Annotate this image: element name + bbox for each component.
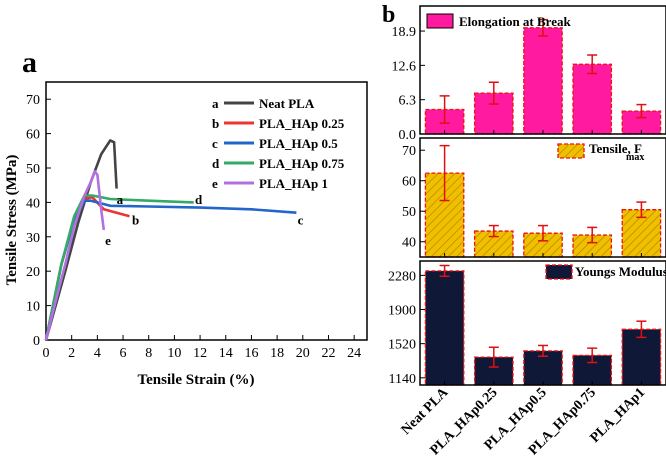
y-tick-label: 2280 [388, 269, 416, 284]
series-line-d [44, 194, 194, 341]
legend-letter-e: e [212, 176, 218, 191]
x-tick-label: 14 [219, 346, 233, 361]
y-tick-label: 40 [402, 236, 416, 251]
legend-swatch-tensile [557, 143, 585, 159]
panel-a-x-axis-title: Tensile Strain (%) [138, 372, 255, 388]
y-tick-label: 10 [26, 300, 40, 315]
panel-a-plot-frame [45, 81, 368, 341]
y-tick-label: 1140 [389, 372, 416, 387]
y-tick-label: 18.9 [392, 25, 417, 40]
panel-b-label: b [382, 2, 395, 28]
curve-label-e: e [105, 233, 111, 248]
x-tick-label: 22 [321, 346, 335, 361]
legend-label-tensile-subscript: max [626, 152, 644, 163]
x-tick-label: 8 [145, 346, 152, 361]
y-tick-label: 40 [26, 196, 40, 211]
legend-letter-c: c [212, 136, 218, 151]
y-tick-label: 20 [26, 265, 40, 280]
series-line-c [44, 199, 297, 341]
series-line-b [44, 195, 130, 341]
bar [424, 270, 465, 386]
y-tick-label: 30 [26, 231, 40, 246]
legend-swatch-modulus [545, 264, 573, 280]
panel-a-x-ticks: 0 2 4 6 8 10 12 14 16 18 20 22 24 [43, 335, 361, 361]
curve-label-a: a [117, 192, 124, 207]
panel-b-subplots: 0.0 6.3 12.6 18.9 Elongation at Break 40 50 60 7… [388, 5, 666, 387]
x-tick-label: 20 [296, 346, 310, 361]
y-tick-label: 60 [402, 175, 416, 190]
curve-label-c: c [298, 213, 304, 228]
legend-entry-c: PLA_HAp 0.5 [259, 136, 338, 151]
panel-a-y-ticks: 0 10 20 30 40 50 60 70 [26, 93, 51, 349]
panel-b: b 0.0 6.3 12.6 18.9 Elongation at Break 40 50 6… [382, 2, 666, 458]
bar [572, 63, 613, 135]
y-tick-label: 50 [26, 162, 40, 177]
legend-entry-b: PLA_HAp 0.25 [259, 116, 345, 131]
x-tick-label: 10 [167, 346, 181, 361]
subplot-1: 0.0 6.3 12.6 18.9 Elongation at Break [392, 5, 666, 143]
x-tick-label: 2 [68, 346, 75, 361]
legend-label-tensile: Tensile, F [589, 141, 642, 156]
y-tick-label: 1520 [388, 338, 416, 353]
y-tick-label: 0.0 [399, 128, 417, 143]
x-tick-label: 12 [193, 346, 207, 361]
legend-letter-b: b [212, 116, 219, 131]
legend-letter-d: d [212, 156, 220, 171]
legend-swatch-elongation [426, 13, 454, 29]
legend-entry-a: Neat PLA [259, 96, 315, 111]
panel-a-curve-labels: ab c d e [105, 192, 304, 248]
panel-a-legend: a Neat PLA b PLA_HAp 0.25 c PLA_HAp 0.5 d PLA_H… [212, 96, 345, 191]
x-tick-label: 16 [244, 346, 258, 361]
bar [523, 27, 563, 135]
y-tick-label: 0 [33, 334, 40, 349]
panel-a-y-axis-title: Tensile Stress (MPa) [4, 155, 20, 286]
panel-a-label: a [22, 46, 37, 79]
legend-label-elongation: Elongation at Break [459, 14, 571, 29]
x-tick-label: 18 [270, 346, 284, 361]
panel-b-x-tick-labels: Neat PLAPLA_HAp0.25PLA_HAp0.5PLA_HAp0.75… [399, 385, 648, 459]
y-tick-label: 6.3 [399, 94, 417, 109]
y-tick-label: 50 [402, 205, 416, 220]
series-line-a [44, 139, 118, 341]
y-tick-label: 60 [26, 128, 40, 143]
x-tick-label: 4 [94, 346, 101, 361]
panel-a: a 0 2 4 6 8 10 12 14 16 18 20 22 24 010203040506070 … [4, 46, 368, 388]
legend-entry-e: PLA_HAp 1 [259, 176, 328, 191]
y-tick-label: 1900 [388, 304, 416, 319]
y-tick-label: 70 [26, 93, 40, 108]
panel-a-series-lines [44, 139, 297, 341]
legend-entry-d: PLA_HAp 0.75 [259, 156, 345, 171]
legend-label-modulus: Youngs Modulus [575, 264, 666, 279]
x-tick-label: 0 [43, 346, 50, 361]
x-tick-label: 24 [347, 346, 361, 361]
curve-label-b: b [132, 213, 139, 228]
y-tick-label: 70 [402, 144, 416, 159]
series-line-e [44, 170, 106, 341]
x-tick-label: 6 [120, 346, 127, 361]
curve-label-d: d [195, 192, 203, 207]
legend-letter-a: a [212, 96, 219, 111]
subplot-3: 1140 1520 1900 2280 Youngs Modulus [388, 260, 666, 387]
y-tick-label: 12.6 [392, 59, 417, 74]
